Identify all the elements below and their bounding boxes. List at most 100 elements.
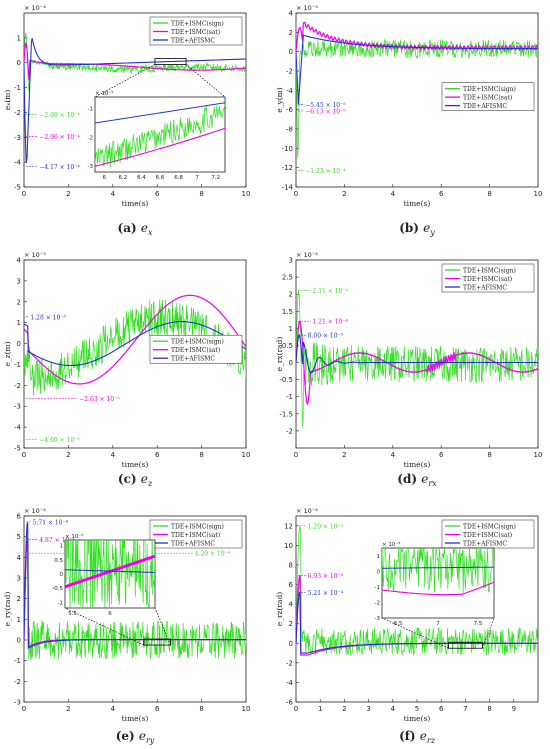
x-tick-label: 10: [242, 705, 251, 713]
legend: TDE+ISMC(sign)TDE+ISMC(sat) TDE+AFISMC: [149, 334, 243, 364]
annotation-label: 1.28 × 10⁻⁵: [30, 314, 66, 321]
legend-entry: TDE+ISMC(sat): [171, 532, 220, 539]
series-group: [296, 21, 538, 158]
legend: TDE+ISMC(sign)TDE+ISMC(sat) TDE+AFISMC: [441, 263, 535, 293]
y-tick-label: -1: [14, 361, 21, 369]
x-tick-label: 1: [318, 705, 322, 713]
series-line-afismc: [296, 34, 538, 105]
inset-y-tick-label: 1: [60, 544, 64, 550]
y-axis-label: e_rz(rad): [275, 592, 284, 627]
x-tick-label: 6: [155, 705, 160, 713]
inset-x-tick-label: 6.4: [137, 175, 146, 181]
y-tick-label: -4: [286, 679, 294, 687]
series-group: [24, 33, 246, 163]
y-tick-label: 12: [284, 522, 293, 530]
caption-sub: y: [429, 228, 435, 237]
axis-exponent: × 10⁻⁵: [24, 251, 46, 259]
inset-y-tick-label: -2: [375, 600, 380, 606]
x-tick-label: 0: [22, 190, 26, 198]
series-line-afismc: [296, 590, 538, 654]
x-tick-label: 10: [242, 190, 251, 198]
y-tick-label: -10: [282, 145, 293, 153]
x-tick-label: 4: [111, 190, 116, 198]
legend-entry: TDE+AFISMC: [171, 38, 215, 45]
legend-entry: TDE+ISMC(sign): [463, 524, 516, 531]
y-tick-label: -4: [14, 159, 22, 167]
annotation-label: 8.00 × 10⁻⁵: [308, 333, 344, 340]
y-tick-label: 4: [289, 10, 294, 18]
inset-x-tick-label: 5.5: [68, 611, 77, 617]
y-tick-label: 6: [17, 513, 22, 521]
x-tick-label: 6: [439, 451, 444, 459]
y-axis-label: eₓ(m): [3, 90, 12, 111]
x-tick-label: 6: [439, 705, 444, 713]
x-tick-label: 0: [294, 705, 298, 713]
y-tick-label: -5: [14, 445, 21, 453]
legend: TDE+ISMC(sign)TDE+ISMC(sat) TDE+AFISMC: [441, 519, 535, 549]
inset-y-tick-label: 0: [377, 569, 381, 575]
x-tick-label: 0: [22, 451, 26, 459]
annotation-label: 2.11 × 10⁻⁴: [313, 288, 349, 295]
y-tick-label: 0: [289, 359, 293, 367]
x-tick-label: 6: [155, 190, 160, 198]
x-tick-label: 8: [487, 451, 491, 459]
caption-sub: rx: [428, 479, 437, 488]
series-line-afismc: [24, 38, 246, 163]
x-axis-label: time(s): [404, 199, 431, 208]
panel-caption: (f) erz: [399, 729, 436, 745]
annotation-label: 1.21 × 10⁻⁴: [313, 319, 349, 326]
caption-label: (b): [399, 221, 423, 235]
x-tick-label: 2: [342, 451, 346, 459]
x-tick-label: 0: [294, 190, 298, 198]
inset-x-tick-label: 7.5: [474, 621, 483, 627]
x-tick-label: 4: [111, 705, 116, 713]
inset-x-tick-label: 7.2: [211, 175, 220, 181]
annotation-label: 1.20 × 10⁻³: [308, 523, 344, 530]
inset-line-sign: [382, 548, 493, 593]
y-tick-label: 0: [17, 637, 21, 645]
y-tick-label: -6: [286, 106, 294, 114]
x-tick-label: 8: [199, 190, 203, 198]
y-tick-label: 4: [289, 601, 294, 609]
caption-sub: z: [147, 479, 153, 488]
legend-entry: TDE+ISMC(sign): [171, 339, 224, 346]
inset-exponent: × 10⁻⁵: [65, 533, 83, 540]
y-tick-label: 0: [289, 48, 293, 56]
zoom-rect: [448, 641, 483, 649]
inset-line-afismc: [382, 566, 494, 569]
y-axis-label: e_y(m): [275, 87, 284, 112]
inset-y-tick-label: 0: [60, 572, 64, 578]
inset-y-tick-label: -1: [88, 107, 93, 113]
annotation-label: −5.45 × 10⁻⁵: [305, 102, 346, 109]
legend: TDE+ISMC(sign)TDE+ISMC(sat) TDE+AFISMC: [149, 16, 243, 46]
y-tick-label: -4: [14, 424, 22, 432]
annotation-label: 5.71 × 10⁻⁴: [33, 519, 69, 526]
inset: 6.5 7 7.5 -3 -2 -1 0 1× 10⁻⁵: [375, 541, 495, 627]
caption-sub: rz: [427, 736, 436, 745]
caption-label: (a): [118, 221, 141, 235]
x-tick-label: 8: [487, 190, 491, 198]
panel-caption: (c) ez: [118, 472, 153, 488]
x-tick-label: 6: [155, 451, 160, 459]
y-tick-label: 2: [289, 620, 293, 628]
inset-y-tick-label: -1: [58, 600, 63, 606]
y-tick-label: -2: [286, 659, 293, 667]
legend-entry: TDE+ISMC(sat): [463, 95, 512, 102]
inset-exponent: × 10⁻⁵: [95, 90, 113, 97]
y-axis-label: e_z(m): [3, 341, 12, 366]
x-axis-label: time(s): [122, 714, 149, 723]
y-tick-label: -4: [286, 87, 294, 95]
annotation-label: −2.63 × 10⁻⁵: [79, 396, 120, 403]
series-line-sign: [24, 33, 246, 93]
series-line-sign: [24, 536, 246, 660]
x-tick-label: 2: [342, 190, 346, 198]
y-tick-label: 0: [17, 59, 21, 67]
y-tick-label: 0: [17, 340, 21, 348]
caption-label: (c): [118, 472, 141, 486]
inset-x-tick-label: 6.5: [394, 621, 403, 627]
inset-exponent: × 10⁻⁵: [382, 541, 400, 548]
x-axis-label: time(s): [122, 460, 149, 469]
x-tick-label: 2: [66, 451, 70, 459]
x-tick-label: 4: [391, 705, 396, 713]
